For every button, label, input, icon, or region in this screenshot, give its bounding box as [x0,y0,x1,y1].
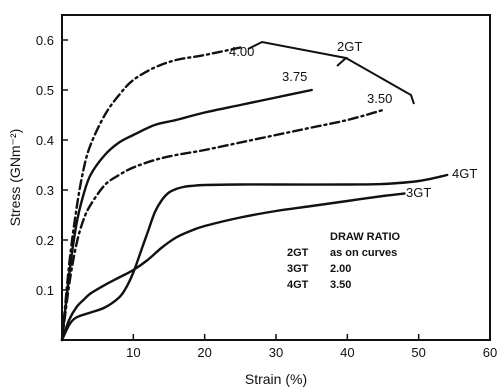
series-line-4 [60,192,406,342]
legend-value-3gt: 2.00 [330,263,351,275]
curve-label-3-75: 3.75 [282,69,307,84]
plot-frame [61,14,491,341]
2gt-bracket [247,40,415,105]
series-line-5 [60,173,449,342]
curve-label-4-00: 4.00 [229,44,254,59]
y-tick-label: 0.3 [36,183,54,198]
legend-value-2gt: as on curves [330,247,397,259]
x-tick-label: 20 [197,345,211,360]
plot-axes [61,14,491,341]
legend-title: DRAW RATIO [330,231,401,243]
y-axis-label: Stress (GNm⁻²) [7,129,23,227]
y-tick-label: 0.1 [36,283,54,298]
draw-ratio-legend: DRAW RATIO 2GT as on curves 3GT 2.00 4GT… [287,231,401,291]
curve-label-3-50: 3.50 [367,91,392,106]
x-tick-label: 30 [269,345,283,360]
series-line-2 [60,88,313,342]
y-tick-label: 0.6 [36,33,54,48]
end-label-3gt: 3GT [406,185,431,200]
y-ticks: 0.1 0.2 0.3 0.4 0.5 0.6 [36,33,68,298]
x-tick-label: 40 [340,345,354,360]
legend-value-4gt: 3.50 [330,279,351,291]
y-tick-label: 0.4 [36,133,54,148]
legend-name-3gt: 3GT [287,263,309,275]
y-tick-label: 0.5 [36,83,54,98]
series-line-3 [60,108,385,342]
y-tick-label: 0.2 [36,233,54,248]
x-ticks: 10 20 30 40 50 60 [61,334,497,360]
group-label-2gt: 2GT [337,39,362,54]
legend-name-2gt: 2GT [287,247,309,259]
legend-name-4gt: 4GT [287,279,309,291]
end-label-4gt: 4GT [452,166,477,181]
x-tick-label: 50 [411,345,425,360]
x-tick-label: 60 [483,345,497,360]
x-axis-label: Strain (%) [245,371,307,387]
x-tick-label: 10 [126,345,140,360]
series-curves [60,46,449,342]
series-line-1 [60,46,242,342]
